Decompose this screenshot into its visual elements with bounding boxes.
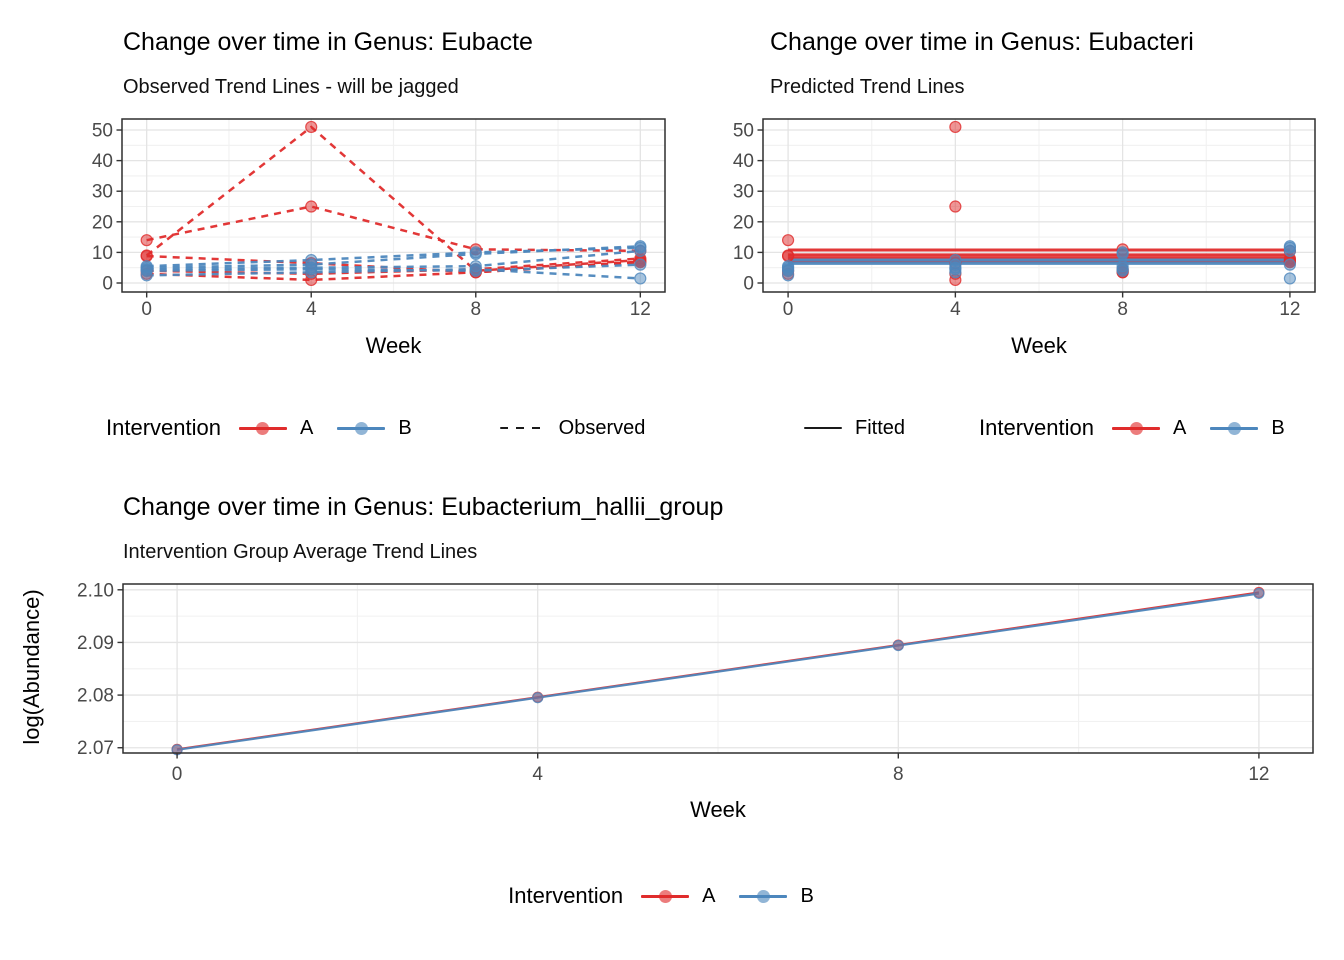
legend-title: Intervention	[979, 415, 1094, 440]
svg-text:20: 20	[92, 212, 113, 233]
legend-title: Intervention	[106, 415, 221, 440]
average-chart: Change over time in Genus: Eubacterium_h…	[0, 465, 1344, 960]
legend-item-a-label: A	[299, 416, 314, 439]
svg-text:40: 40	[92, 151, 113, 172]
solid-line-key-icon	[802, 417, 844, 439]
svg-text:2.07: 2.07	[77, 738, 114, 759]
legend-key-a-icon	[639, 885, 691, 907]
legend-item-b-label: B	[800, 884, 814, 907]
legend-item-b-label: B	[1271, 416, 1285, 439]
legend-item-a-label: A	[1173, 416, 1187, 439]
legend-key-b-icon	[335, 417, 387, 439]
svg-text:30: 30	[733, 182, 754, 203]
svg-text:20: 20	[733, 212, 754, 233]
svg-text:2.10: 2.10	[77, 580, 114, 601]
svg-text:10: 10	[733, 243, 754, 264]
svg-text:Week: Week	[366, 333, 423, 358]
dashed-line-key-icon	[498, 417, 548, 439]
observed-chart-subtitle: Observed Trend Lines - will be jagged	[123, 76, 459, 98]
legend-item-a-label: A	[702, 884, 716, 907]
svg-text:8: 8	[470, 299, 481, 320]
average-chart-title: Change over time in Genus: Eubacterium_h…	[123, 493, 724, 521]
svg-text:0: 0	[783, 299, 794, 320]
svg-text:8: 8	[893, 764, 904, 785]
svg-text:40: 40	[733, 151, 754, 172]
legend-observed-label: Observed	[558, 416, 646, 439]
svg-text:0: 0	[141, 299, 152, 320]
svg-text:Week: Week	[1011, 333, 1068, 358]
predicted-chart-subtitle: Predicted Trend Lines	[770, 76, 965, 98]
svg-text:Week: Week	[690, 797, 747, 822]
observed-chart: Change over time in Genus: Eubacte Obser…	[0, 0, 672, 465]
legend-key-b-icon	[1208, 417, 1260, 439]
legend-item-b-label: B	[398, 416, 412, 439]
observed-plot-area: 0 4 8 12 0 10 20 30 40 50 Week	[92, 118, 666, 358]
predicted-chart-title: Change over time in Genus: Eubacteri	[770, 28, 1194, 56]
predicted-legend: Fitted Intervention A B	[802, 412, 1307, 444]
average-plot-area: 0 4 8 12 2.07 2.08 2.09 2.10 Week	[77, 580, 1314, 822]
legend-key-b-icon	[737, 885, 789, 907]
average-legend: Intervention A B	[0, 880, 1344, 912]
svg-text:2.08: 2.08	[77, 686, 114, 707]
svg-text:12: 12	[1279, 299, 1300, 320]
svg-text:12: 12	[630, 299, 651, 320]
legend-fitted-label: Fitted	[855, 416, 906, 439]
svg-text:8: 8	[1117, 299, 1128, 320]
svg-text:30: 30	[92, 182, 113, 203]
svg-text:10: 10	[92, 243, 113, 264]
svg-text:0: 0	[172, 764, 183, 785]
average-chart-subtitle: Intervention Group Average Trend Lines	[123, 541, 478, 563]
svg-text:4: 4	[950, 299, 961, 320]
observed-chart-title: Change over time in Genus: Eubacte	[123, 28, 533, 56]
legend-key-a-icon	[237, 417, 289, 439]
svg-text:50: 50	[733, 121, 754, 142]
svg-text:4: 4	[532, 764, 543, 785]
legend-title: Intervention	[508, 883, 624, 908]
svg-text:0: 0	[743, 274, 754, 295]
svg-text:2.09: 2.09	[77, 633, 114, 654]
legend-key-a-icon	[1110, 417, 1162, 439]
predicted-chart: Change over time in Genus: Eubacteri Pre…	[672, 0, 1344, 465]
svg-text:50: 50	[92, 121, 113, 142]
svg-text:12: 12	[1248, 764, 1269, 785]
predicted-plot-area: 0 4 8 12 0 10 20 30 40 50 Week	[733, 118, 1316, 358]
observed-legend: Intervention A B Observed	[106, 412, 667, 444]
svg-text:0: 0	[102, 274, 113, 295]
svg-text:4: 4	[306, 299, 317, 320]
